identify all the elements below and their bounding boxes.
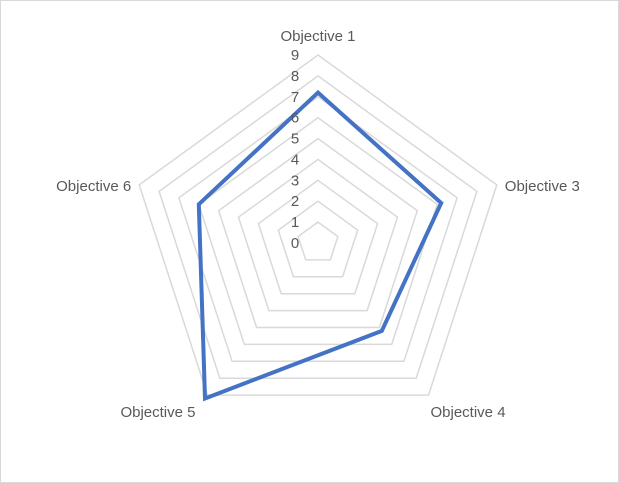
category-label-objective-4: Objective 4 (431, 404, 506, 421)
grid-ring-9 (138, 54, 498, 396)
tick-label-1: 1 (291, 214, 299, 231)
grid-ring-7 (178, 95, 458, 363)
category-label-objective-3: Objective 3 (505, 178, 580, 195)
grid-ring-5 (217, 137, 419, 329)
grid-ring-3 (257, 179, 379, 295)
grid-ring-8 (158, 74, 478, 379)
tick-label-6: 6 (291, 110, 299, 127)
tick-label-7: 7 (291, 89, 299, 106)
tick-label-2: 2 (291, 193, 299, 210)
series-line-1 (196, 89, 444, 402)
category-label-objective-6: Objective 6 (56, 178, 131, 195)
grid-ring-6 (197, 116, 439, 346)
grid-ring-2 (277, 200, 359, 278)
tick-label-9: 9 (291, 47, 299, 64)
tick-label-0: 0 (291, 235, 299, 252)
tick-label-4: 4 (291, 151, 299, 168)
grid-ring-4 (237, 158, 399, 312)
category-label-objective-1: Objective 1 (280, 28, 355, 45)
tick-label-8: 8 (291, 68, 299, 85)
tick-label-5: 5 (291, 131, 299, 148)
category-label-objective-5: Objective 5 (120, 404, 195, 421)
tick-label-3: 3 (291, 172, 299, 189)
grid-ring-1 (297, 221, 339, 261)
